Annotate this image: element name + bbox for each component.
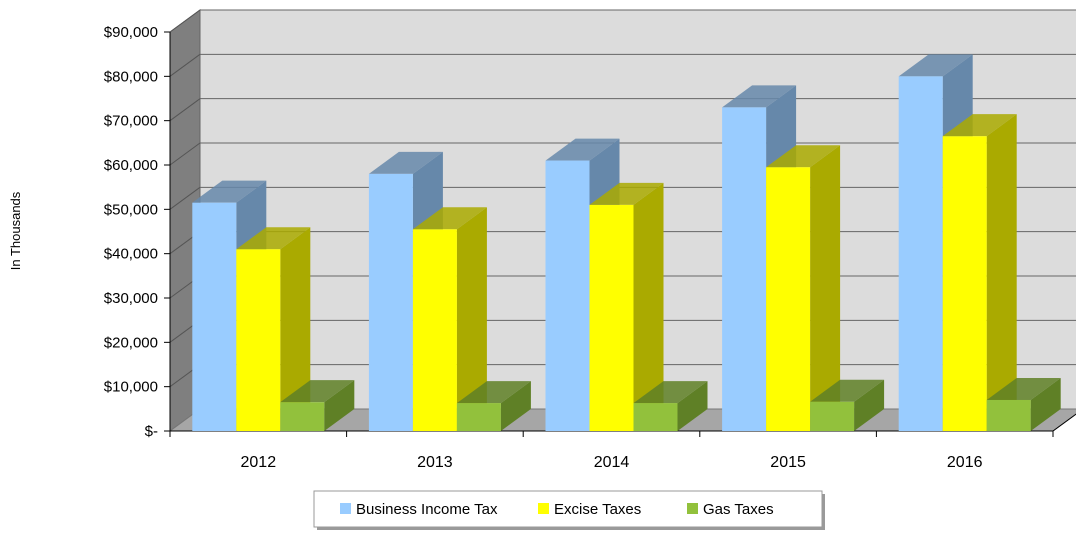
- y-tick-label: $20,000: [104, 334, 158, 351]
- bar-excise-taxes: [942, 114, 1017, 431]
- legend-label: Excise Taxes: [554, 501, 641, 518]
- bar-front: [456, 403, 501, 431]
- bar-top: [942, 114, 1017, 137]
- bar-side: [854, 379, 885, 431]
- bar-top: [280, 380, 355, 403]
- bar-top: [766, 145, 841, 168]
- bar-top: [236, 227, 311, 250]
- bar-front: [898, 76, 943, 431]
- y-tick-label: $-: [145, 423, 158, 440]
- y-tick-label: $70,000: [104, 113, 158, 130]
- x-tick-label: 2015: [770, 454, 806, 471]
- legend-swatch: [538, 503, 549, 514]
- bar-top: [368, 151, 443, 174]
- bar-top: [810, 379, 885, 402]
- y-tick-label: $30,000: [104, 290, 158, 307]
- bar-top: [412, 207, 487, 230]
- bar-top: [633, 381, 708, 404]
- y-axis-title: In Thousands: [8, 191, 23, 270]
- bar-excise-taxes: [236, 227, 311, 431]
- bar-gas-taxes: [810, 379, 885, 431]
- bar-gas-taxes: [456, 381, 531, 431]
- bar-gas-taxes: [633, 381, 708, 431]
- bar-front: [722, 107, 767, 431]
- bar-side: [633, 182, 664, 431]
- y-tick-label: $80,000: [104, 68, 158, 85]
- bar-excise-taxes: [589, 182, 664, 431]
- bar-side: [456, 207, 487, 431]
- bar-front: [810, 401, 855, 431]
- x-tick-label: 2014: [594, 454, 630, 471]
- y-tick-label: $10,000: [104, 379, 158, 396]
- legend-label: Gas Taxes: [703, 501, 774, 518]
- bar-top: [986, 377, 1061, 400]
- bar-front: [192, 202, 237, 431]
- x-tick-label: 2012: [241, 454, 277, 471]
- bar-front: [766, 167, 811, 431]
- bar-front: [942, 136, 987, 431]
- x-tick-label: 2013: [417, 454, 453, 471]
- y-tick-label: $40,000: [104, 246, 158, 263]
- bar-front: [986, 399, 1031, 431]
- bar-side: [1030, 377, 1061, 431]
- bar-front: [280, 402, 325, 431]
- y-tick-label: $50,000: [104, 201, 158, 218]
- bar-top: [192, 180, 267, 203]
- bar-front: [545, 160, 590, 432]
- bar-side: [500, 381, 531, 431]
- bar-front: [412, 229, 457, 431]
- y-tick-label: $90,000: [104, 24, 158, 41]
- bar-top: [456, 381, 531, 404]
- gridline-side: [169, 53, 201, 77]
- bar-front: [236, 249, 281, 431]
- legend-swatch: [340, 503, 351, 514]
- bar-front: [589, 204, 634, 431]
- legend-box: [313, 490, 823, 528]
- y-tick-label: $60,000: [104, 157, 158, 174]
- gridline-side: [169, 186, 201, 210]
- bar-front: [368, 173, 413, 431]
- legend-swatch: [687, 503, 698, 514]
- bar-side: [986, 114, 1017, 431]
- legend-label: Business Income Tax: [356, 501, 498, 518]
- gridline-side: [169, 98, 201, 122]
- chart-legend: Business Income Tax Excise Taxes Gas Taxes: [313, 490, 825, 530]
- bar-side: [677, 381, 708, 431]
- bar-gas-taxes: [280, 380, 355, 431]
- bar-top: [589, 182, 664, 205]
- bar-excise-taxes: [766, 145, 841, 431]
- bar-excise-taxes: [412, 207, 487, 431]
- bar-side: [810, 145, 841, 431]
- bar-front: [633, 403, 678, 431]
- gridline-side: [169, 142, 201, 166]
- bar-gas-taxes: [986, 377, 1061, 431]
- bar-top: [722, 85, 797, 108]
- x-tick-label: 2016: [947, 454, 983, 471]
- bar-side: [280, 227, 311, 431]
- bar-side: [324, 380, 355, 431]
- gridline-side: [169, 9, 201, 33]
- floor-edge: [1052, 413, 1076, 432]
- bar-top: [545, 138, 620, 161]
- bar-top: [898, 54, 973, 77]
